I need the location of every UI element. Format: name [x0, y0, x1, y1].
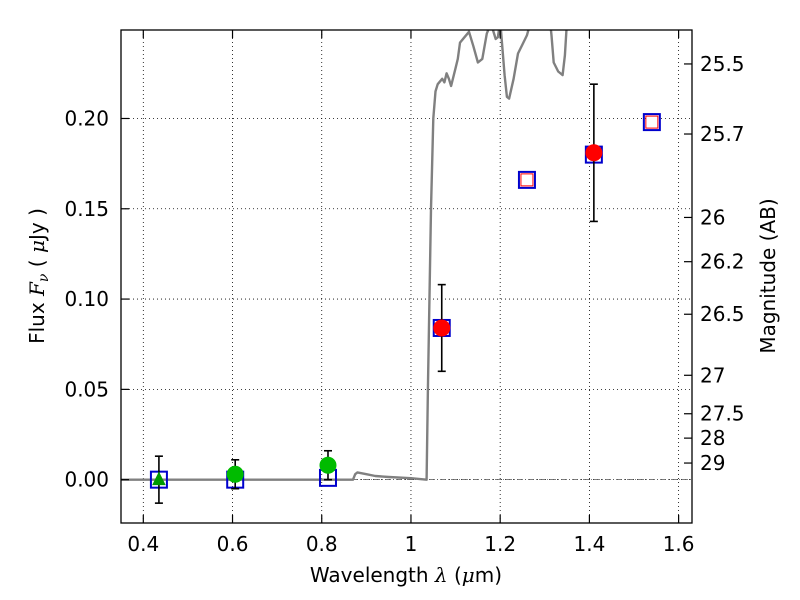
open-red-square — [645, 115, 659, 129]
right-tick-label: 25.7 — [700, 122, 745, 146]
model-band-square — [517, 170, 536, 189]
y-tick-label: 0.20 — [64, 106, 109, 130]
y-tick-label: 0.05 — [64, 377, 109, 401]
x-tick-label: 1.2 — [484, 532, 516, 556]
right-tick-label: 28 — [700, 426, 725, 450]
x-tick-label: 0.4 — [127, 532, 159, 556]
right-axis-title: Magnitude (AB) — [756, 198, 780, 353]
x-tick-label: 0.6 — [217, 532, 249, 556]
right-tick-label: 27.5 — [700, 402, 745, 426]
detection-point — [226, 465, 244, 483]
detection-point — [319, 456, 337, 474]
detection-point — [433, 319, 451, 337]
x-tick-label: 1.4 — [573, 532, 605, 556]
axis-tick-labels: 0.4 0.6 0.8 1 1.2 1.4 1.6 0.00 0.05 0.10 0.15 0.20 2… — [64, 52, 744, 556]
right-tick-label: 25.5 — [700, 52, 745, 76]
y-axis-title: Flux Fν ( μJy ) — [25, 208, 52, 344]
axis-ticks — [121, 30, 692, 523]
y-tick-label: 0.15 — [64, 197, 109, 221]
y-tick-label: 0.10 — [64, 287, 109, 311]
right-tick-label: 26.2 — [700, 250, 745, 274]
model-band-square — [642, 113, 661, 132]
upper-limit-triangle — [152, 471, 166, 486]
plot-frame — [120, 29, 693, 524]
x-axis-title: Wavelength λ (μm) — [310, 563, 502, 587]
right-tick-label: 26 — [700, 205, 725, 229]
x-tick-label: 0.8 — [306, 532, 338, 556]
detection-point — [585, 144, 603, 162]
right-tick-label: 29 — [700, 451, 725, 475]
model-spectrum-line — [121, 30, 568, 481]
x-tick-label: 1 — [405, 532, 418, 556]
x-tick-label: 1.6 — [663, 532, 695, 556]
plot-area — [121, 30, 661, 504]
right-tick-label: 26.5 — [700, 302, 745, 326]
y-tick-label: 0.00 — [64, 468, 109, 492]
open-red-square — [520, 173, 534, 187]
right-tick-label: 27 — [700, 363, 725, 387]
